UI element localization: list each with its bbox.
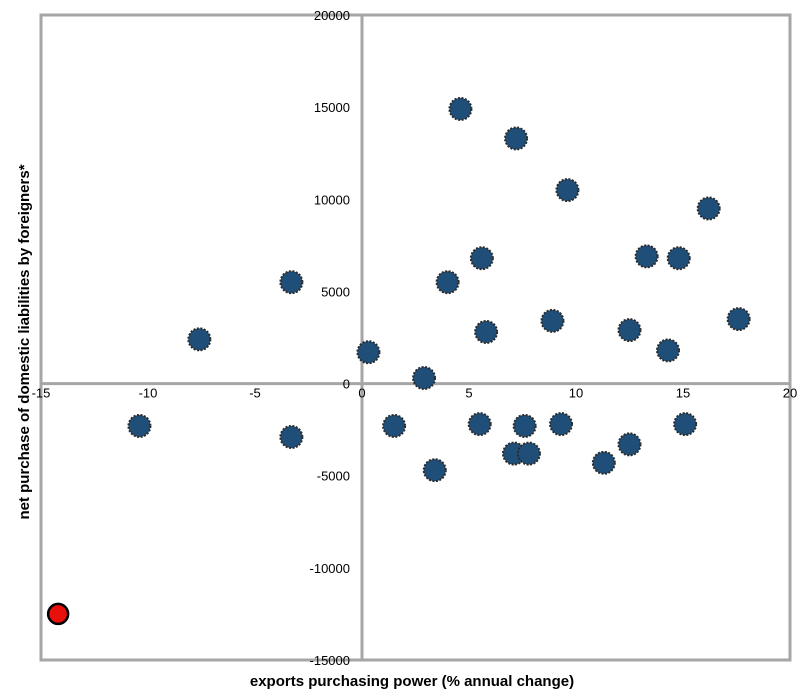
highlight-point: [46, 602, 70, 626]
x-tick-label: -15: [32, 386, 51, 401]
plot-area: [39, 13, 792, 662]
data-point: [382, 413, 407, 438]
data-point: [666, 246, 691, 271]
x-tick-labels: -15 -10 -5 0 5 10 15 20: [32, 386, 797, 401]
y-tick-label: -5000: [317, 469, 350, 484]
data-point: [516, 441, 541, 466]
y-tick-label: -10000: [310, 561, 350, 576]
data-point: [617, 432, 642, 457]
y-tick-label: 5000: [321, 284, 350, 299]
data-point: [549, 412, 574, 437]
data-point: [435, 270, 460, 295]
data-point: [422, 458, 447, 483]
x-tick-label: -10: [139, 386, 158, 401]
data-point: [634, 244, 659, 269]
data-point: [279, 270, 304, 295]
data-point: [127, 413, 152, 438]
x-tick-label: 10: [569, 386, 583, 401]
data-point: [412, 366, 437, 391]
data-point: [696, 196, 721, 221]
x-tick-label: 5: [465, 386, 472, 401]
data-point: [673, 412, 698, 437]
data-point: [591, 450, 616, 475]
x-axis-title: exports purchasing power (% annual chang…: [250, 673, 574, 690]
y-tick-label: -15000: [310, 653, 350, 668]
data-point: [474, 319, 499, 344]
data-point: [467, 412, 492, 437]
y-tick-label: 0: [343, 377, 350, 392]
data-point: [356, 340, 381, 365]
data-point: [540, 308, 565, 333]
x-tick-label: -5: [249, 386, 261, 401]
y-axis-title: net purchase of domestic liabilities by …: [16, 164, 33, 519]
x-tick-label: 15: [676, 386, 690, 401]
data-point: [448, 96, 473, 121]
data-point: [504, 126, 529, 151]
x-tick-label: 20: [783, 386, 797, 401]
data-point: [555, 178, 580, 203]
data-point: [656, 338, 681, 363]
data-point: [187, 327, 212, 352]
y-tick-label: 10000: [314, 192, 350, 207]
data-point: [726, 307, 751, 332]
x-tick-label: 0: [358, 386, 365, 401]
data-point: [279, 425, 304, 450]
y-tick-label: 15000: [314, 100, 350, 115]
y-tick-labels: -15000 -10000 -5000 0 5000 10000 15000 20000: [310, 8, 350, 668]
data-point: [617, 318, 642, 343]
y-tick-label: 20000: [314, 8, 350, 23]
data-points: [46, 96, 751, 626]
data-point: [469, 246, 494, 271]
data-point: [512, 413, 537, 438]
